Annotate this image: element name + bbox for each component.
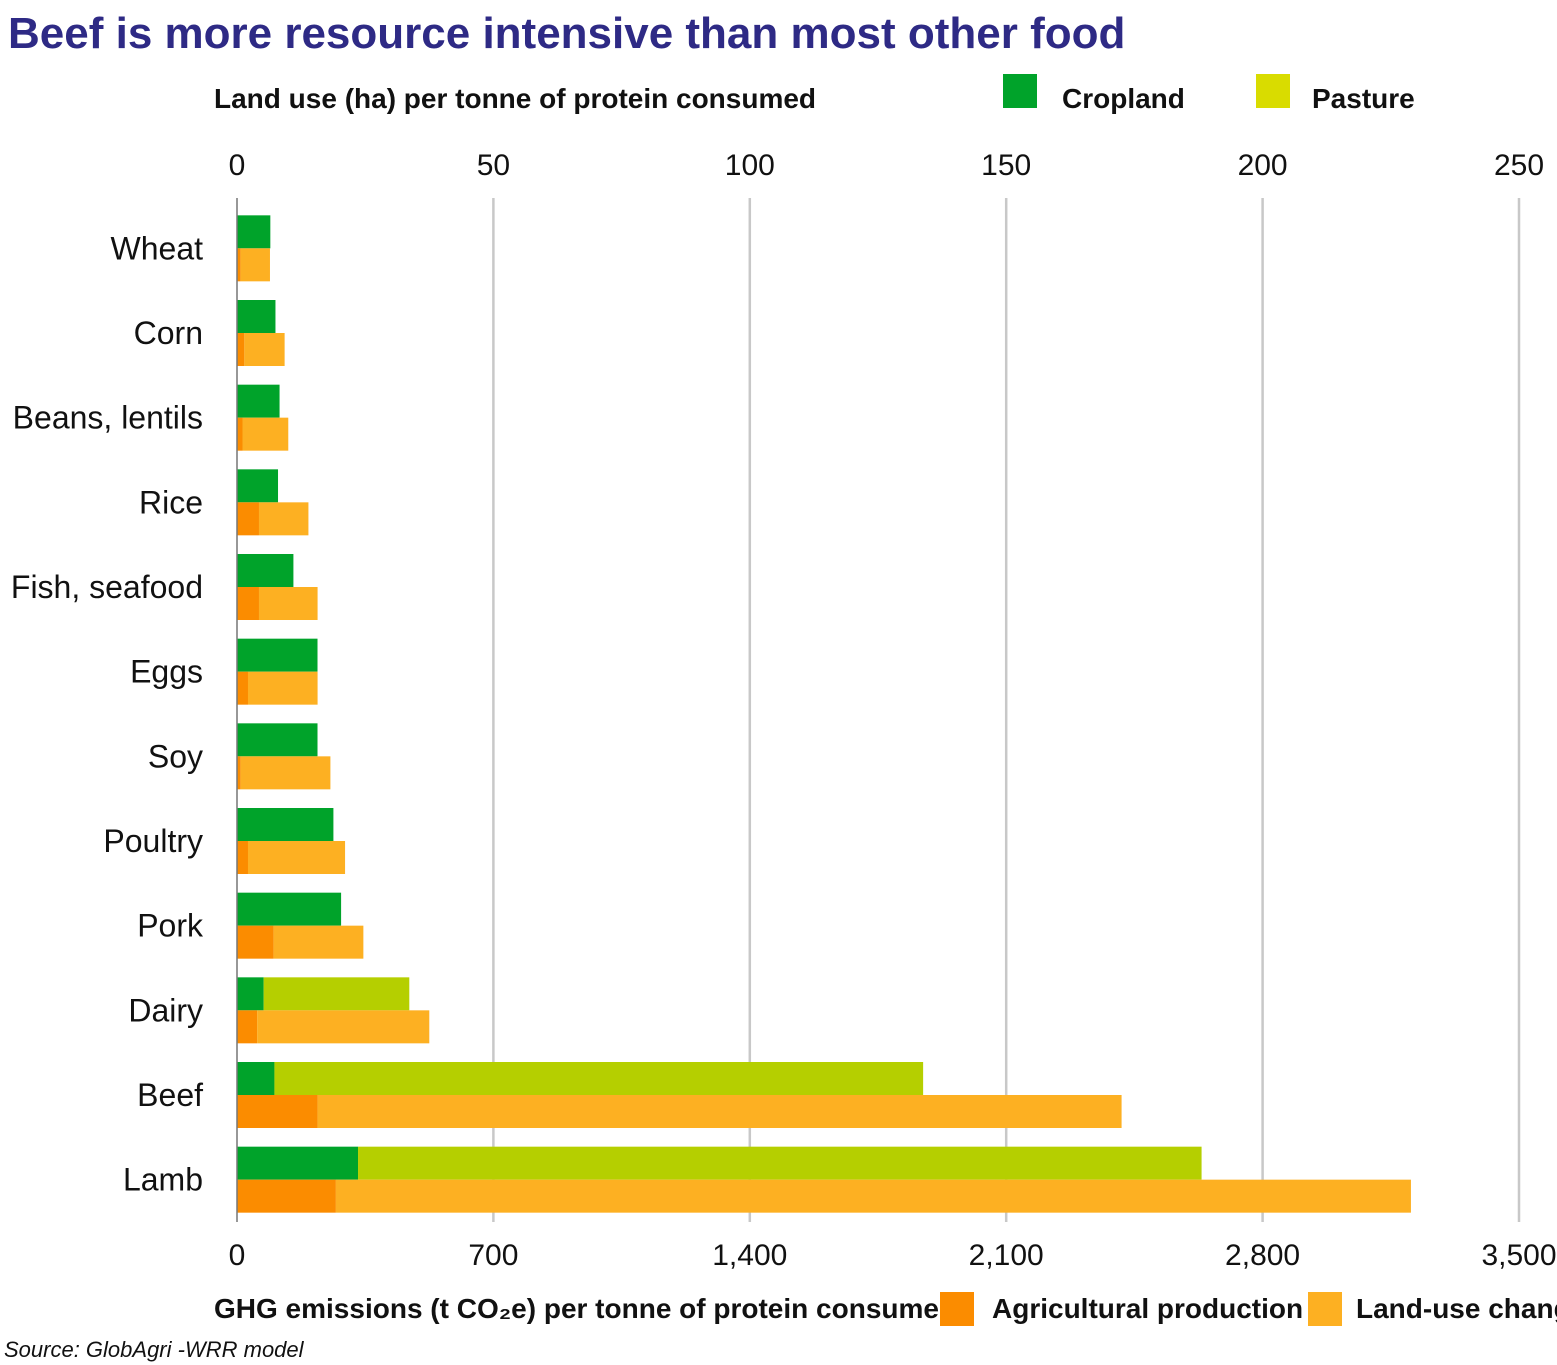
bar-agricultural-production-eggs bbox=[237, 671, 248, 705]
bar-cropland-soy bbox=[237, 723, 318, 757]
ghg-tick-label: 2,100 bbox=[969, 1239, 1044, 1272]
bar-agricultural-production-corn bbox=[237, 333, 245, 366]
ghg-tick-label: 3,500 bbox=[1481, 1239, 1556, 1272]
bars bbox=[237, 215, 1411, 1213]
legend-label-land-use-change: Land-use change bbox=[1356, 1293, 1557, 1324]
category-labels: Wheat Corn Beans, lentils Rice Fish, seafood… bbox=[11, 230, 204, 1197]
ghg-axis-label: GHG emissions (t CO₂e) per tonne of prot… bbox=[214, 1293, 956, 1324]
bar-land-use-change-eggs bbox=[247, 671, 318, 705]
bar-agricultural-production-poultry bbox=[237, 841, 248, 874]
category-label: Beef bbox=[137, 1077, 203, 1113]
bar-agricultural-production-rice bbox=[237, 502, 259, 536]
land-axis-label: Land use (ha) per tonne of protein consu… bbox=[214, 83, 816, 114]
legend-swatch-agricultural-production bbox=[940, 1292, 974, 1326]
bar-cropland-rice bbox=[237, 469, 279, 503]
ghg-tick-label: 2,800 bbox=[1225, 1239, 1300, 1272]
bar-agricultural-production-dairy bbox=[237, 1010, 258, 1044]
bar-cropland-lamb bbox=[237, 1146, 359, 1180]
bar-agricultural-production-wheat bbox=[237, 248, 241, 282]
legend-top: Cropland Pasture bbox=[1003, 74, 1415, 114]
bar-land-use-change-beef bbox=[317, 1095, 1122, 1128]
source-note: Source: GlobAgri -WRR model bbox=[4, 1337, 305, 1362]
bar-cropland-dairy bbox=[237, 977, 264, 1011]
land-tick-label: 150 bbox=[981, 149, 1031, 182]
ghg-axis-ticks: 0 700 1,400 2,100 2,800 3,500 bbox=[229, 1239, 1557, 1272]
category-label: Wheat bbox=[111, 230, 204, 266]
bar-cropland-eggs bbox=[237, 638, 318, 672]
bar-pasture-dairy bbox=[263, 977, 410, 1011]
ghg-tick-label: 700 bbox=[468, 1239, 518, 1272]
land-axis-ticks: 0 50 100 150 200 250 bbox=[229, 149, 1544, 182]
bar-land-use-change-wheat bbox=[240, 248, 270, 282]
legend-swatch-pasture bbox=[1256, 74, 1290, 108]
bar-agricultural-production-lamb bbox=[237, 1179, 336, 1213]
category-label: Rice bbox=[139, 484, 203, 520]
bar-land-use-change-fish-seafood bbox=[258, 587, 318, 620]
bar-land-use-change-pork bbox=[273, 925, 364, 959]
category-label: Fish, seafood bbox=[11, 569, 203, 605]
bar-agricultural-production-soy bbox=[237, 756, 241, 790]
bar-land-use-change-rice bbox=[258, 502, 309, 536]
ghg-tick-label: 0 bbox=[229, 1239, 246, 1272]
legend-swatch-land-use-change bbox=[1308, 1292, 1342, 1326]
category-label: Eggs bbox=[130, 654, 203, 690]
chart-title: Beef is more resource intensive than mos… bbox=[8, 9, 1125, 58]
bar-land-use-change-beans-lentils bbox=[242, 417, 289, 451]
land-tick-label: 50 bbox=[477, 149, 510, 182]
bar-cropland-poultry bbox=[237, 808, 334, 841]
category-label: Lamb bbox=[123, 1162, 203, 1198]
category-label: Pork bbox=[137, 908, 204, 944]
bar-land-use-change-poultry bbox=[247, 841, 346, 874]
bar-cropland-wheat bbox=[237, 215, 271, 249]
land-tick-label: 250 bbox=[1494, 149, 1544, 182]
bar-cropland-corn bbox=[237, 300, 276, 333]
bar-agricultural-production-beans-lentils bbox=[237, 417, 243, 451]
land-tick-label: 0 bbox=[229, 149, 246, 182]
bar-agricultural-production-fish-seafood bbox=[237, 587, 259, 620]
legend-label-agricultural-production: Agricultural production bbox=[992, 1293, 1303, 1324]
category-label: Poultry bbox=[103, 823, 203, 859]
gridlines bbox=[492, 198, 1521, 1222]
land-tick-label: 200 bbox=[1238, 149, 1288, 182]
bar-agricultural-production-beef bbox=[237, 1095, 318, 1128]
legend-swatch-cropland bbox=[1003, 74, 1037, 108]
legend-label-pasture: Pasture bbox=[1312, 83, 1415, 114]
category-label: Beans, lentils bbox=[13, 400, 203, 436]
bar-pasture-lamb bbox=[358, 1146, 1202, 1180]
bar-cropland-fish-seafood bbox=[237, 554, 294, 587]
bar-land-use-change-dairy bbox=[257, 1010, 430, 1044]
legend-bottom: Agricultural production Land-use change bbox=[940, 1292, 1557, 1326]
bar-land-use-change-soy bbox=[240, 756, 331, 790]
bar-agricultural-production-pork bbox=[237, 925, 274, 959]
category-label: Soy bbox=[148, 738, 203, 774]
land-tick-label: 100 bbox=[725, 149, 775, 182]
bar-pasture-beef bbox=[274, 1062, 924, 1095]
category-label: Dairy bbox=[128, 992, 203, 1028]
legend-label-cropland: Cropland bbox=[1062, 83, 1185, 114]
ghg-tick-label: 1,400 bbox=[712, 1239, 787, 1272]
bar-land-use-change-corn bbox=[244, 333, 285, 366]
bar-cropland-pork bbox=[237, 892, 342, 926]
bar-land-use-change-lamb bbox=[335, 1179, 1411, 1213]
bar-cropland-beef bbox=[237, 1062, 275, 1095]
category-label: Corn bbox=[134, 315, 203, 351]
bar-cropland-beans-lentils bbox=[237, 384, 280, 418]
